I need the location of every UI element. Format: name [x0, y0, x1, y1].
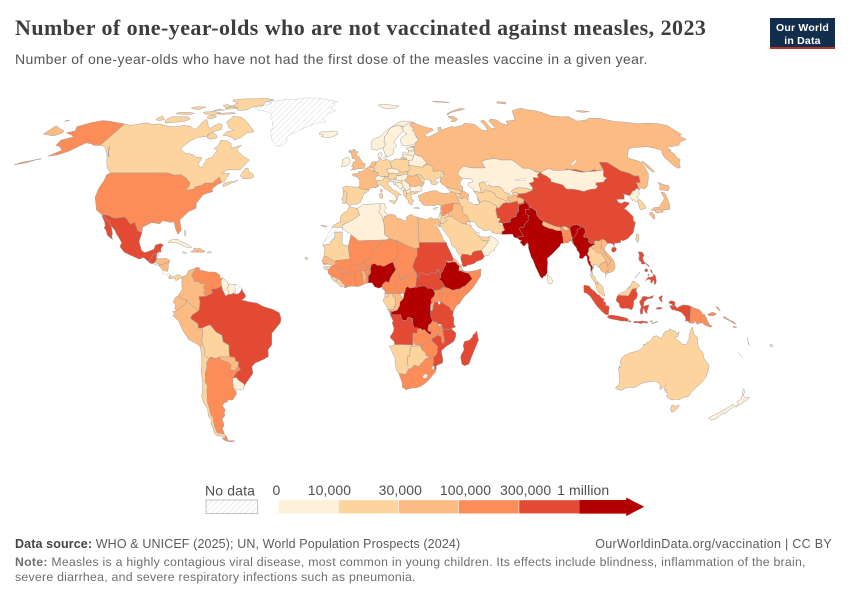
svg-text:10,000: 10,000 [308, 482, 352, 498]
svg-text:No data: No data [205, 483, 255, 499]
svg-text:300,000: 300,000 [500, 482, 551, 498]
svg-text:100,000: 100,000 [440, 482, 491, 498]
svg-text:1 million: 1 million [557, 482, 609, 498]
svg-text:30,000: 30,000 [379, 482, 423, 498]
svg-text:0: 0 [273, 482, 281, 498]
